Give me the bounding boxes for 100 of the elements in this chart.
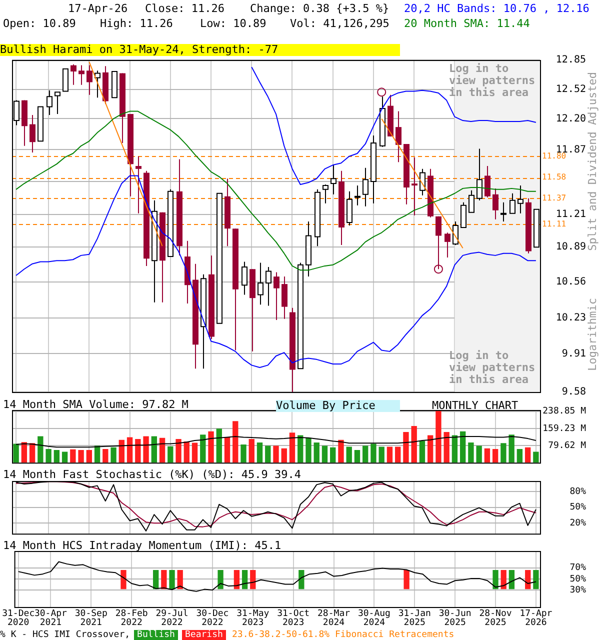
bar bbox=[508, 434, 514, 463]
text: 17-Apr-26 bbox=[68, 2, 128, 15]
y-tick-label: 70% bbox=[570, 563, 587, 574]
bar bbox=[102, 449, 108, 463]
y-tick-label: 9.91 bbox=[562, 348, 586, 360]
bar bbox=[86, 450, 92, 463]
bar bbox=[306, 438, 312, 463]
x-tick-label: 31-May 2023 bbox=[236, 608, 270, 628]
x-tick-label: 28-Mar 2024 bbox=[318, 608, 351, 628]
x-tick-label: 30-Jun 2025 bbox=[438, 608, 472, 628]
y-tick-label: 10.23 bbox=[556, 312, 586, 324]
bar bbox=[452, 435, 458, 463]
bar bbox=[70, 449, 76, 463]
y-tick-label: 238.85 M bbox=[542, 406, 587, 417]
bar bbox=[159, 438, 166, 463]
bar bbox=[524, 447, 531, 463]
text: Close: 11.26 bbox=[145, 2, 224, 15]
candlestick bbox=[444, 232, 450, 258]
x-tick-label: 30-Dec 2022 bbox=[196, 608, 229, 628]
bar bbox=[395, 446, 401, 463]
y-tick-label: 50% bbox=[570, 502, 587, 513]
bar bbox=[232, 421, 238, 463]
candlestick bbox=[412, 156, 418, 216]
candlestick bbox=[136, 156, 142, 214]
bar bbox=[484, 448, 490, 463]
x-tick-label: 29-Jul 2022 bbox=[156, 608, 188, 628]
candlestick bbox=[396, 110, 402, 163]
bar bbox=[216, 428, 222, 463]
bar bbox=[224, 437, 230, 463]
candlestick bbox=[86, 64, 92, 96]
y-axis-title: Split and Dividend Adjusted bbox=[586, 72, 599, 251]
bar bbox=[298, 435, 304, 463]
text: Bullish Harami on 31-May-24, Strength: -77 bbox=[0, 43, 400, 56]
bar bbox=[386, 446, 393, 463]
text: Logarithmic bbox=[586, 298, 599, 371]
text: 20,2 HC Bands: 10.76 , 12.16 bbox=[404, 2, 590, 15]
bar bbox=[411, 426, 417, 463]
bar bbox=[200, 434, 206, 463]
text: 23.6-38.2-50-61.8% Fibonacci Retracements bbox=[232, 630, 454, 640]
bar bbox=[176, 438, 182, 463]
text: Bullish bbox=[134, 630, 178, 640]
x-tick-label: 30-Sep 2021 bbox=[74, 608, 108, 628]
x-tick-label: 28-Nov 2025 bbox=[479, 608, 512, 628]
bar bbox=[330, 447, 336, 463]
bar bbox=[370, 444, 376, 463]
text: High: 11.26 bbox=[100, 17, 173, 30]
text: Change: 0.38 {+3.5 %} bbox=[250, 2, 390, 15]
y-tick-label: 30% bbox=[570, 586, 587, 596]
x-tick-label: 30-Aug 2024 bbox=[358, 608, 390, 628]
bar bbox=[168, 446, 174, 463]
chart-title: 14 Month HCS Intraday Momentum (IMI): 45.1 bbox=[3, 539, 282, 552]
bar bbox=[151, 436, 157, 463]
bar bbox=[273, 446, 279, 463]
candlestick bbox=[492, 188, 498, 220]
bar bbox=[192, 442, 198, 463]
x-tick-label: 28-Feb 2022 bbox=[115, 608, 148, 628]
bar bbox=[436, 410, 442, 463]
bar bbox=[29, 443, 36, 463]
x-tick-label: 31-Dec 2020 bbox=[2, 608, 35, 628]
bar bbox=[46, 449, 52, 463]
bar bbox=[460, 431, 466, 463]
bar bbox=[208, 431, 214, 463]
bar bbox=[110, 447, 116, 463]
ref-line-label: 11.11 bbox=[542, 220, 566, 229]
chart-title: 14 Month Fast Stochastic (%K) (%D): 45.9 39.4 bbox=[3, 468, 302, 481]
bar bbox=[184, 441, 190, 463]
bar bbox=[62, 452, 68, 463]
candlestick bbox=[282, 276, 288, 320]
bar bbox=[314, 442, 320, 463]
x-tick-label: 31-Jan 2025 bbox=[398, 608, 431, 628]
y-tick-label: 80% bbox=[570, 486, 587, 497]
y-tick-label: 12.20 bbox=[556, 113, 586, 124]
chart-title: 14 Month SMA Volume: 97.82 M bbox=[3, 398, 188, 411]
candlestick bbox=[78, 64, 84, 86]
ref-line-label: 11.37 bbox=[542, 193, 566, 202]
bar bbox=[240, 444, 246, 463]
bar bbox=[500, 443, 506, 463]
x-tick-label: 31-Oct 2023 bbox=[277, 608, 310, 628]
annotation: Log in to view patterns in this area bbox=[449, 62, 536, 99]
bar bbox=[54, 450, 60, 463]
bar bbox=[346, 446, 352, 463]
y-tick-label: 20% bbox=[570, 518, 587, 528]
bar bbox=[118, 440, 125, 463]
annotation: MONTHLY CHART bbox=[432, 399, 518, 412]
bar bbox=[135, 438, 141, 463]
bar bbox=[338, 440, 344, 463]
bar bbox=[354, 450, 360, 463]
bar bbox=[476, 446, 482, 463]
annotation: Volume By Price bbox=[276, 399, 400, 412]
bar bbox=[78, 450, 84, 463]
x-tick-label: 17-Apr 2026 bbox=[520, 608, 553, 628]
y-tick-label: 159.23 M bbox=[542, 424, 587, 434]
bar bbox=[419, 440, 426, 463]
bar bbox=[13, 444, 19, 463]
bar bbox=[281, 448, 287, 463]
candlestick bbox=[70, 64, 76, 86]
bar bbox=[256, 442, 263, 463]
text: Low: 10.89 bbox=[200, 17, 266, 30]
bar bbox=[533, 452, 539, 463]
bar bbox=[444, 432, 450, 463]
